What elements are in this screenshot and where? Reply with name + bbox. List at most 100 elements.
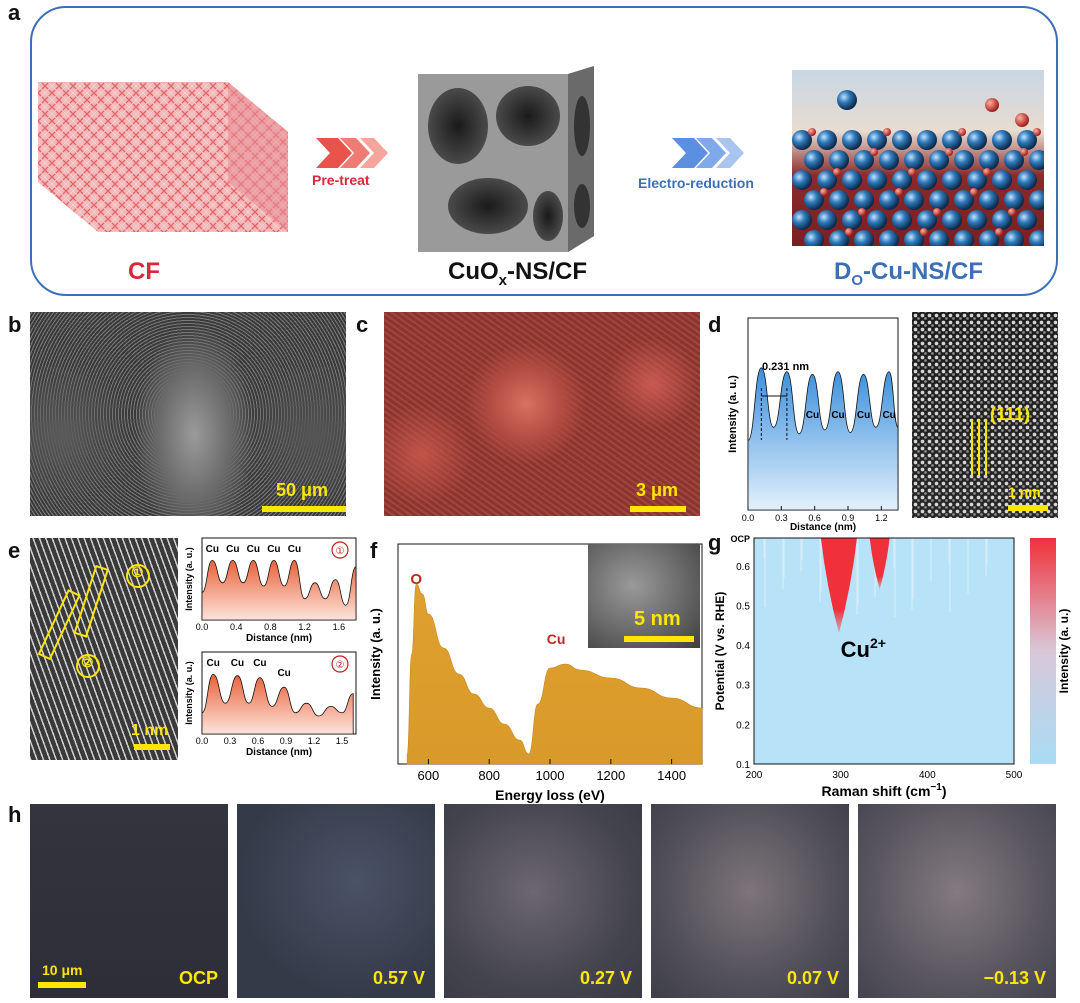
spacing-label-d: 0.231 nm xyxy=(762,361,809,373)
peak-label-e-2: Cu xyxy=(253,658,266,669)
cu-atom xyxy=(804,150,824,170)
cu-atom xyxy=(792,170,812,190)
cu-atom xyxy=(792,130,812,150)
marker-circle-e-2 xyxy=(331,655,349,673)
x-tick-label-g: 300 xyxy=(832,770,849,781)
peak-label-e-2: Cu xyxy=(277,668,290,679)
panel-a-frame xyxy=(30,6,1058,296)
inset-tem-f xyxy=(588,544,700,648)
cu-atom xyxy=(917,130,937,150)
o-atom xyxy=(970,188,978,196)
o-atom xyxy=(958,128,966,136)
x-axis-label-g: Raman shift (cm−1) xyxy=(822,782,947,799)
marker1-e: ① xyxy=(131,564,144,580)
cu-atom xyxy=(817,170,837,190)
intensity-profile-e-2 xyxy=(201,673,354,735)
potential-label-h: −0.13 V xyxy=(983,968,1046,988)
cu-atom xyxy=(1029,150,1044,170)
o-atom xyxy=(1020,148,1028,156)
x-axis-label-d: Distance (nm) xyxy=(790,522,856,532)
potential-label-h: 0.57 V xyxy=(372,968,425,988)
scale-label-f: 5 nm xyxy=(634,608,681,630)
cu-atom xyxy=(817,210,837,230)
cu-atom xyxy=(842,130,862,150)
o-atom xyxy=(995,228,1003,236)
scale-bar-d xyxy=(1008,505,1048,511)
x-tick-label-e-2: 0.9 xyxy=(280,736,293,746)
sem-image-b xyxy=(30,312,346,516)
lattice-lines-d xyxy=(971,420,987,476)
x-tick-label-e-1: 1.6 xyxy=(333,622,346,632)
peak-label-e-1: Cu xyxy=(288,544,301,555)
cu-atom xyxy=(929,150,949,170)
x-tick-label-e-2: 0.6 xyxy=(252,736,265,746)
o-atom xyxy=(1008,208,1016,216)
potential-label-h: OCP xyxy=(178,968,218,988)
chart-d: Intensity (a. u.) Distance (nm) 0.0 0.3 0.6 0… xyxy=(727,317,899,532)
x-axis-label-f: Energy loss (eV) xyxy=(495,787,605,803)
peak-label-d: Cu xyxy=(882,410,895,421)
panel-label-c: c xyxy=(356,312,369,337)
o-atom xyxy=(883,128,891,136)
cu-atom xyxy=(904,190,924,210)
o-atom xyxy=(820,188,828,196)
panel-label-h: h xyxy=(8,802,22,827)
cu-atom xyxy=(992,210,1012,230)
peak-label-cu-f: Cu xyxy=(547,631,566,647)
marker2-e: ② xyxy=(81,654,94,670)
y-axis-label-e-1: Intensity (a. u.) xyxy=(184,547,194,611)
scale-bar-e xyxy=(134,744,170,750)
cu-atom xyxy=(979,190,999,210)
x-tick-label-e-2: 1.2 xyxy=(308,736,321,746)
y-tick-label-g: 0.5 xyxy=(736,601,750,612)
o-atom xyxy=(920,228,928,236)
marker-label-e-2: ② xyxy=(336,660,345,671)
optical-frame xyxy=(30,804,228,998)
o-atom xyxy=(983,168,991,176)
peak-label-d: Cu xyxy=(831,410,844,421)
cuox-label-main: CuO xyxy=(448,258,499,285)
cu-atom xyxy=(1029,190,1044,210)
y-axis-label-g: Potential (V vs. RHE) xyxy=(713,592,727,711)
x-tick-label-d: 1.2 xyxy=(875,513,888,523)
cu-atom xyxy=(917,210,937,230)
x-tick-label-g: 500 xyxy=(1006,770,1023,781)
cu-atom xyxy=(992,130,1012,150)
colorbar-g xyxy=(1030,538,1056,764)
cu-atom xyxy=(954,230,974,246)
cu-atom xyxy=(829,150,849,170)
x-axis-label-tail-g: ) xyxy=(942,783,947,799)
cu-atom xyxy=(979,150,999,170)
cu-atom xyxy=(967,170,987,190)
cu-atom xyxy=(804,230,824,246)
panel-label-d: d xyxy=(708,312,722,337)
x-tick-label-e-2: 0.0 xyxy=(196,736,209,746)
cu-atom xyxy=(1004,190,1024,210)
optical-frame xyxy=(444,804,642,998)
cu-atom xyxy=(892,210,912,230)
o-atom xyxy=(833,168,841,176)
x-tick-label-f: 800 xyxy=(478,768,500,783)
x-tick-label-g: 400 xyxy=(919,770,936,781)
cu-atom xyxy=(829,230,849,246)
x-axis-label-e-2: Distance (nm) xyxy=(246,747,312,758)
cu-atom xyxy=(1029,230,1044,246)
cu2plus-band-g xyxy=(820,538,857,634)
cuox-label: CuOx-NS/CF xyxy=(448,258,587,289)
x-tick-label-d: 0.3 xyxy=(775,513,788,523)
pretreat-arrow-icon xyxy=(316,138,388,168)
cu-atom xyxy=(879,150,899,170)
cu-atom xyxy=(879,190,899,210)
panel-label-f: f xyxy=(370,538,378,563)
cu-atom xyxy=(967,210,987,230)
cu-atom xyxy=(842,210,862,230)
do-cu-label: DO-Cu-NS/CF xyxy=(834,258,983,289)
cu-atom xyxy=(967,130,987,150)
cu2plus-main-g: Cu xyxy=(841,637,870,662)
electro-reduction-label: Electro-reduction xyxy=(638,175,754,191)
x-axis-label-sup-g: −1 xyxy=(930,782,942,793)
intensity-profile-e-1 xyxy=(201,559,357,621)
o-atom xyxy=(808,128,816,136)
y-tick-label-g: 0.1 xyxy=(736,760,750,771)
peak-label-e-1: Cu xyxy=(267,544,280,555)
